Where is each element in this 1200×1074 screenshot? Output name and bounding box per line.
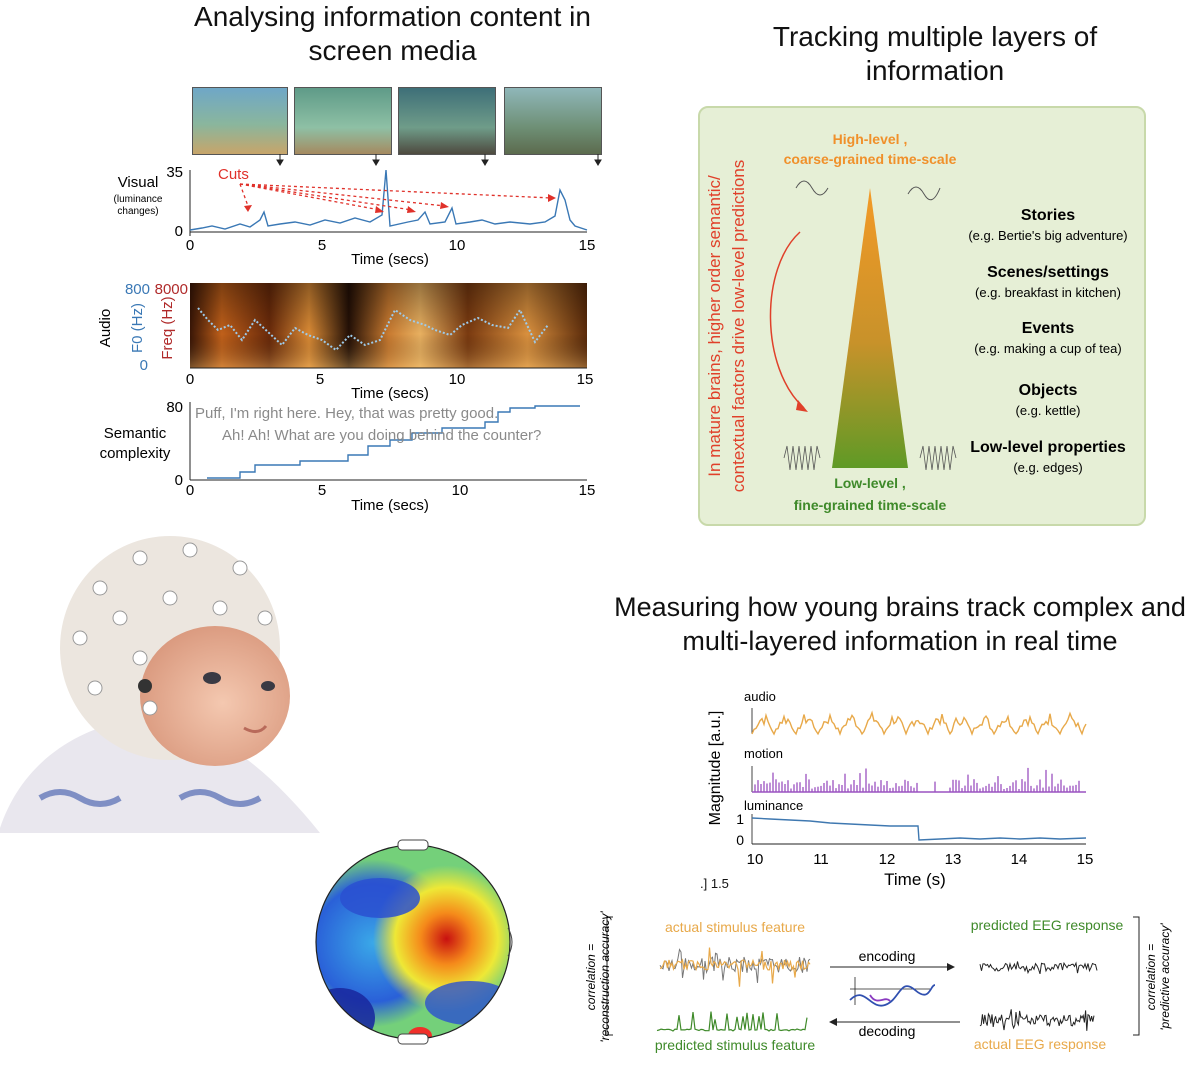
audio-xtick-15: 15 bbox=[577, 371, 594, 388]
audio-label: Audio bbox=[97, 309, 114, 347]
features-xtick-13: 13 bbox=[945, 851, 962, 868]
stimulus-features-chart: Magnitude [a.u.] audio motion luminance … bbox=[707, 689, 1094, 889]
semantic-y-top: 80 bbox=[166, 399, 183, 416]
decoding-label: decoding bbox=[859, 1023, 916, 1039]
cartoon-thumbnail-2 bbox=[294, 87, 392, 155]
visual-xtick-15: 15 bbox=[579, 237, 596, 254]
features-ylabel: Magnitude [a.u.] bbox=[707, 711, 724, 826]
temporal-response-function bbox=[849, 984, 936, 1007]
layer-example-events: (e.g. making a cup of tea) bbox=[974, 341, 1121, 356]
encoding-decoding-diagram: correlation = 'reconstruction accuracy' … bbox=[585, 911, 1172, 1053]
visual-sublabel-b: changes) bbox=[117, 206, 158, 217]
encoding-label: encoding bbox=[859, 948, 916, 964]
audio-freq-label: Freq (Hz) bbox=[159, 296, 176, 359]
layer-example-objects: (e.g. kettle) bbox=[1015, 403, 1080, 418]
clipped-axis-label: .] 1.5 bbox=[700, 876, 729, 891]
trace-label-luminance: luminance bbox=[744, 798, 803, 813]
trace-label-motion: motion bbox=[744, 746, 783, 761]
low-level-line2: fine-grained time-scale bbox=[794, 497, 947, 513]
predicted-stimulus-trace bbox=[656, 1011, 808, 1032]
panel2-title: Tracking multiple layers of information bbox=[772, 21, 1098, 86]
features-xtick-12: 12 bbox=[879, 851, 896, 868]
semantic-xtick-5: 5 bbox=[318, 482, 326, 499]
right-bracket-line2: 'predictive accuracy' bbox=[1158, 923, 1172, 1031]
features-xtick-15: 15 bbox=[1077, 851, 1094, 868]
left-bracket-line2: 'reconstruction accuracy' bbox=[598, 911, 612, 1043]
semantic-xtick-15: 15 bbox=[579, 482, 596, 499]
high-level-line1: High-level , bbox=[833, 131, 908, 147]
semantic-xtick-10: 10 bbox=[452, 482, 469, 499]
lum-tick-1: 1 bbox=[736, 811, 744, 827]
layer-name-scenes: Scenes/settings bbox=[987, 264, 1109, 281]
audio-y-bottom: 0 bbox=[140, 357, 148, 374]
layer-name-objects: Objects bbox=[1019, 382, 1078, 399]
cartoon-thumbnail-3 bbox=[398, 87, 496, 155]
audio-freq-top: 8000 bbox=[155, 281, 188, 298]
layers-diagram: High-level , coarse-grained time-scale L… bbox=[705, 131, 1128, 513]
visual-y-bottom: 0 bbox=[175, 223, 183, 240]
predicted-eeg-label: predicted EEG response bbox=[971, 917, 1124, 933]
visual-xlabel: Time (secs) bbox=[351, 251, 429, 268]
layer-example-scenes: (e.g. breakfast in kitchen) bbox=[975, 285, 1121, 300]
actual-stimulus-label: actual stimulus feature bbox=[665, 919, 805, 935]
lum-tick-0: 0 bbox=[736, 832, 744, 848]
visual-xtick-10: 10 bbox=[449, 237, 466, 254]
visual-xtick-0: 0 bbox=[186, 237, 194, 254]
audio-xtick-5: 5 bbox=[316, 371, 324, 388]
predicted-eeg-trace bbox=[979, 961, 1098, 975]
audio-xlabel: Time (secs) bbox=[351, 385, 429, 402]
layers-panel: High-level , coarse-grained time-scale L… bbox=[698, 106, 1146, 526]
baby-eeg-photo bbox=[0, 536, 320, 833]
layer-name-lowlevel: Low-level properties bbox=[970, 439, 1126, 456]
features-xtick-11: 11 bbox=[813, 851, 829, 868]
layer-name-stories: Stories bbox=[1021, 207, 1075, 224]
actual-eeg-trace bbox=[979, 1009, 1095, 1031]
visual-y-top: 35 bbox=[166, 164, 183, 181]
actual-stimulus-trace bbox=[659, 947, 811, 987]
right-bracket-line1: correlation = bbox=[1144, 944, 1158, 1010]
left-bracket-line1: correlation = bbox=[585, 944, 598, 1010]
side-text-line1: In mature brains, higher order semantic/ bbox=[705, 175, 724, 477]
audio-xtick-0: 0 bbox=[186, 371, 194, 388]
layer-example-stories: (e.g. Bertie's big adventure) bbox=[968, 228, 1127, 243]
cartoon-thumbnail-4 bbox=[504, 87, 602, 155]
semantic-xtick-0: 0 bbox=[186, 482, 194, 499]
features-xtick-10: 10 bbox=[747, 851, 764, 868]
motion-trace bbox=[754, 767, 1080, 792]
layer-name-events: Events bbox=[1022, 320, 1075, 337]
semantic-quote-2: Ah! Ah! What are you doing behind the co… bbox=[222, 427, 541, 444]
semantic-xlabel: Time (secs) bbox=[351, 497, 429, 514]
semantic-label-1: Semantic bbox=[104, 425, 167, 442]
low-level-line1: Low-level , bbox=[834, 475, 906, 491]
audio-trace bbox=[751, 710, 1087, 737]
features-xtick-14: 14 bbox=[1011, 851, 1028, 868]
eeg-topography-map bbox=[315, 839, 513, 1045]
audio-f0-label: F0 (Hz) bbox=[129, 303, 146, 353]
actual-eeg-label: actual EEG response bbox=[974, 1036, 1107, 1052]
audio-f0-top: 800 bbox=[125, 281, 150, 298]
semantic-label-2: complexity bbox=[100, 445, 171, 462]
hierarchy-triangle bbox=[832, 188, 908, 468]
visual-xtick-5: 5 bbox=[318, 237, 326, 254]
visual-sublabel-a: (luminance bbox=[114, 194, 163, 205]
semantic-y-bottom: 0 bbox=[175, 472, 183, 489]
features-xlabel: Time (s) bbox=[884, 870, 946, 889]
side-text-line2: contextual factors drive low-level predi… bbox=[729, 160, 748, 493]
visual-label: Visual bbox=[118, 174, 159, 191]
layer-example-lowlevel: (e.g. edges) bbox=[1013, 460, 1082, 475]
audio-xtick-10: 10 bbox=[449, 371, 466, 388]
cartoon-thumbnail-1 bbox=[192, 87, 288, 155]
high-level-line2: coarse-grained time-scale bbox=[784, 151, 957, 167]
panel1-charts: 35 0 Visual (luminance changes) Cuts 0 5… bbox=[97, 154, 602, 514]
panel1-title: Analysing information content in screen … bbox=[194, 1, 591, 66]
trace-label-audio: audio bbox=[744, 689, 776, 704]
cuts-label: Cuts bbox=[218, 166, 249, 183]
semantic-quote-1: Puff, I'm right here. Hey, that was pret… bbox=[195, 405, 498, 422]
panel3-title: Measuring how young brains track complex… bbox=[614, 592, 1186, 656]
actual-stimulus-trace-grey bbox=[659, 948, 811, 983]
predicted-stimulus-label: predicted stimulus feature bbox=[655, 1037, 816, 1053]
